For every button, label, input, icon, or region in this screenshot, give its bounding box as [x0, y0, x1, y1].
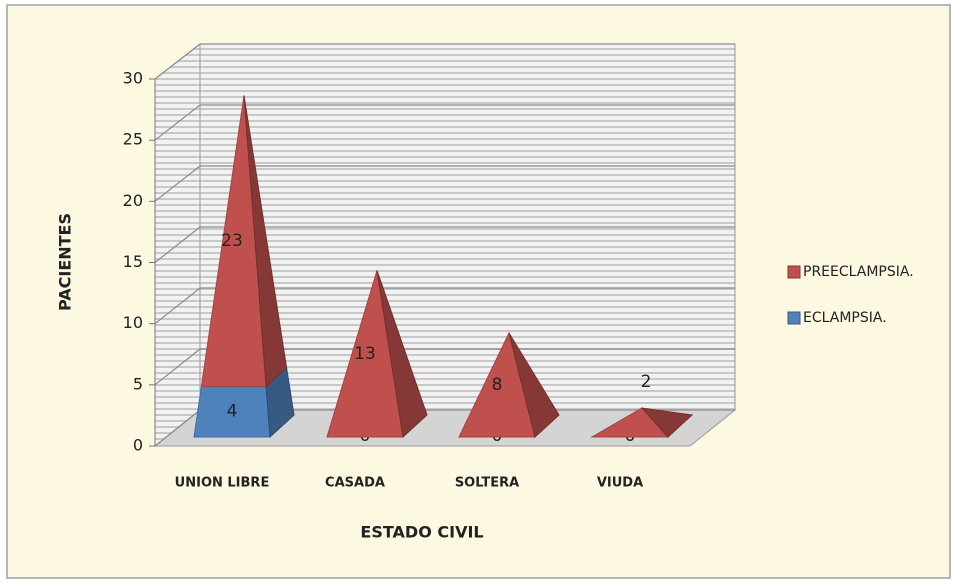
y-tick-label: 25: [123, 130, 143, 149]
legend-label: ECLAMPSIA.: [803, 310, 887, 326]
data-label: 8: [492, 375, 503, 395]
legend-swatch: [787, 265, 801, 279]
y-tick-label: 5: [133, 374, 143, 393]
pyramid-segment-side: [243, 95, 288, 388]
y-tick-label: 20: [123, 191, 143, 210]
x-axis-title: ESTADO CIVIL: [360, 523, 483, 542]
grid-line: [154, 226, 201, 263]
data-label: 2: [641, 372, 652, 392]
x-tick-label: SOLTERA: [455, 476, 519, 491]
grid-line: [154, 43, 201, 80]
data-label: 13: [354, 344, 376, 364]
legend-label: PREECLAMPSIA.: [803, 264, 914, 280]
grid-line: [154, 348, 201, 386]
legend-swatch: [787, 311, 801, 325]
y-tick-label: 15: [123, 252, 143, 271]
data-label: 4: [227, 402, 238, 422]
x-tick-label: VIUDA: [597, 476, 643, 491]
pyramid-segment-side: [376, 270, 428, 438]
pyramid-segment-side: [640, 407, 694, 438]
grid-line: [154, 165, 201, 202]
y-axis-title: PACIENTES: [56, 213, 75, 311]
data-label: 23: [221, 231, 243, 251]
grid-line: [154, 104, 201, 141]
y-tick-label: 10: [123, 313, 143, 332]
x-tick-label: CASADA: [325, 476, 385, 491]
pyramid-segment-side: [508, 332, 560, 438]
y-tick-label: 0: [133, 436, 143, 455]
grid-line: [154, 287, 201, 325]
y-tick-label: 30: [123, 69, 143, 88]
x-tick-label: UNION LIBRE: [175, 476, 270, 491]
grid-line: [154, 409, 201, 447]
